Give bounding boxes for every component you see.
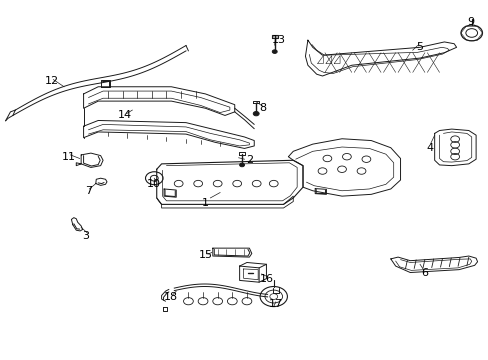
Text: 4: 4	[426, 143, 432, 153]
Text: 10: 10	[147, 179, 161, 189]
Text: 5: 5	[416, 42, 423, 52]
Text: 9: 9	[467, 17, 474, 27]
Circle shape	[272, 50, 277, 53]
Text: 3: 3	[82, 231, 89, 240]
Text: 13: 13	[271, 35, 285, 45]
Text: 16: 16	[259, 274, 273, 284]
Text: 11: 11	[62, 152, 76, 162]
Text: 6: 6	[421, 268, 427, 278]
Circle shape	[253, 112, 259, 116]
Text: 12: 12	[45, 76, 59, 86]
Text: 2: 2	[245, 155, 252, 165]
Text: 8: 8	[259, 103, 266, 113]
Circle shape	[239, 163, 244, 167]
Text: 14: 14	[118, 111, 132, 121]
Text: 18: 18	[164, 292, 178, 302]
Text: 1: 1	[202, 198, 208, 208]
Text: 17: 17	[268, 299, 283, 309]
Text: 15: 15	[198, 250, 212, 260]
Text: 7: 7	[85, 186, 92, 196]
